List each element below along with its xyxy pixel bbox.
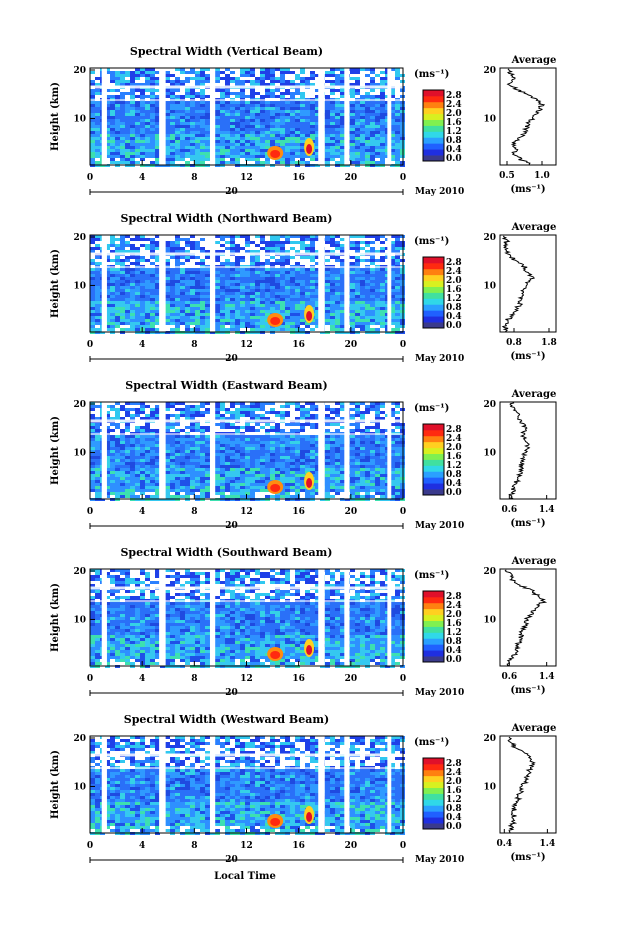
panel-2: Spectral Width (Northward Beam) 20 10 Heigh… — [50, 212, 557, 364]
panel-title: Spectral Width (Vertical Beam) — [130, 45, 323, 58]
colorbar-tick-label: 0.0 — [446, 321, 462, 331]
data-gap — [210, 235, 215, 332]
colorbar-segment — [423, 269, 444, 275]
avg-y-tick-label: 20 — [483, 233, 496, 243]
data-gap — [344, 68, 349, 165]
colorbar-segment — [423, 131, 444, 137]
colorbar-segment — [423, 322, 444, 328]
avg-x-tick-label: 0.5 — [499, 171, 515, 181]
colorbar-segment — [423, 310, 444, 316]
data-gap — [159, 68, 166, 165]
avg-y-tick-label: 10 — [483, 114, 496, 124]
x-tick-label: 16 — [292, 173, 305, 183]
colorbar-segment — [423, 137, 444, 143]
colorbar-segment — [423, 108, 444, 114]
x-tick-label: 8 — [191, 173, 197, 183]
colorbar-segment — [423, 155, 444, 161]
colorbar-segment — [423, 316, 444, 322]
y-tick-label: 10 — [73, 114, 86, 124]
data-gap — [318, 68, 325, 165]
y-axis-label: Height (km) — [50, 82, 61, 151]
panel-3: Spectral Width (Eastward Beam)2010Height… — [50, 379, 556, 531]
colorbar-segment — [423, 149, 444, 155]
y-tick-label: 20 — [73, 66, 86, 76]
x-tick-label: 4 — [139, 173, 145, 183]
y-axis-label: Height (km) — [50, 249, 61, 318]
average-frame — [500, 235, 556, 332]
y-tick-label: 10 — [73, 281, 86, 291]
colorbar-segment — [423, 293, 444, 299]
avg-x-tick-label: 1.8 — [541, 338, 557, 348]
colorbar-segment — [423, 263, 444, 269]
x-tick-label: 4 — [139, 340, 145, 350]
x-tick-label: 20 — [345, 340, 358, 350]
texture — [90, 235, 403, 332]
colorbar-unit: (ms⁻¹) — [414, 236, 449, 247]
colorbar-unit: (ms⁻¹) — [414, 69, 449, 80]
colorbar-segment — [423, 143, 444, 149]
colorbar-segment — [423, 287, 444, 293]
average-frame — [500, 68, 556, 165]
avg-y-tick-label: 10 — [483, 281, 496, 291]
colorbar-tick-label: 0.0 — [446, 154, 462, 164]
colorbar-segment — [423, 96, 444, 102]
x-tick-label: 0 — [87, 340, 93, 350]
x-tick-label: 0 — [400, 340, 406, 350]
colorbar-segment — [423, 298, 444, 304]
data-gap — [318, 235, 325, 332]
panel-title: Spectral Width (Eastward Beam) — [125, 379, 327, 392]
colorbar-segment — [423, 126, 444, 132]
colorbar-segment — [423, 304, 444, 310]
x-tick-label: 8 — [191, 340, 197, 350]
colorbar-segment — [423, 281, 444, 287]
x-tick-label: 16 — [292, 340, 305, 350]
colorbar-segment — [423, 114, 444, 120]
data-gap — [387, 235, 391, 332]
avg-x-axis-label: (ms⁻¹) — [510, 184, 545, 195]
avg-x-tick-label: 0.8 — [506, 338, 522, 348]
x-tick-label: 0 — [400, 173, 406, 183]
date-label: 20 — [225, 354, 238, 364]
average-title: Average — [511, 55, 557, 66]
colorbar-segment — [423, 120, 444, 126]
data-gap — [387, 68, 391, 165]
x-tick-label: 20 — [345, 173, 358, 183]
avg-x-axis-label: (ms⁻¹) — [510, 351, 545, 362]
avg-x-tick-label: 1.0 — [534, 171, 550, 181]
texture — [90, 68, 403, 165]
data-gap — [102, 235, 107, 332]
month-label: May 2010 — [415, 187, 464, 197]
data-gap — [344, 235, 349, 332]
data-gap — [159, 235, 166, 332]
x-tick-label: 12 — [240, 173, 253, 183]
data-gap — [102, 68, 107, 165]
colorbar-segment — [423, 257, 444, 263]
x-tick-label: 0 — [87, 173, 93, 183]
month-label: May 2010 — [415, 354, 464, 364]
panel-1: Spectral Width (Vertical Beam) 20 10 Height… — [50, 45, 556, 197]
colorbar-segment — [423, 275, 444, 281]
panel-title: Spectral Width (Northward Beam) — [121, 212, 333, 225]
data-gap — [210, 68, 215, 165]
colorbar-segment — [423, 102, 444, 108]
x-tick-label: 12 — [240, 340, 253, 350]
y-tick-label: 20 — [73, 233, 86, 243]
colorbar-segment — [423, 90, 444, 96]
avg-y-tick-label: 20 — [483, 66, 496, 76]
date-label: 20 — [225, 187, 238, 197]
average-title: Average — [511, 222, 557, 233]
